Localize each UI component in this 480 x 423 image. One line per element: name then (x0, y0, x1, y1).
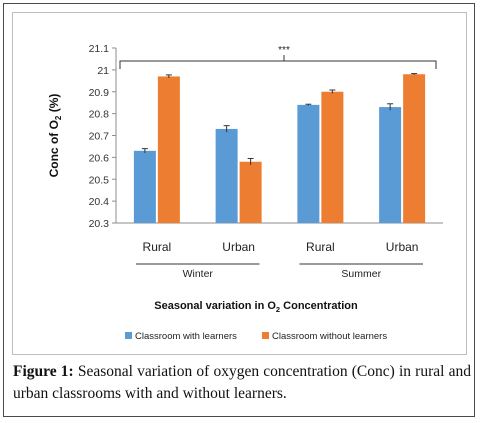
category-label: Rural (306, 240, 335, 254)
chart-area: 20.3 20.4 20.5 20.6 20.7 20.8 20.9 21 21.1 Conc o… (12, 12, 467, 355)
x-axis-title: Seasonal variation in O2 Concentration (154, 300, 358, 314)
y-tick-label: 20.5 (89, 174, 110, 186)
significance-bracket (119, 60, 437, 69)
bar (403, 74, 426, 223)
significance-label: *** (278, 45, 290, 56)
category-label: Rural (143, 240, 172, 254)
y-tick-label: 20.4 (89, 196, 110, 208)
category-label: Urban (386, 240, 419, 254)
legend-label: Classroom without learners (272, 331, 387, 342)
group-label: Summer (341, 268, 381, 280)
y-tick-label: 21 (97, 65, 109, 77)
figure-frame: 20.3 20.4 20.5 20.6 20.7 20.8 20.9 21 21.1 Conc o… (3, 3, 475, 417)
y-tick-label: 20.7 (89, 131, 110, 143)
bar (215, 128, 238, 223)
bar (379, 107, 402, 223)
y-tick-label: 21.1 (89, 43, 110, 55)
caption-label: Figure 1: (13, 363, 74, 380)
y-tick-label: 20.6 (89, 152, 110, 164)
bar (321, 91, 344, 223)
y-axis-title: Conc of O2 (%) (47, 94, 63, 178)
caption-text: Seasonal variation of oxygen concentrati… (13, 363, 471, 402)
legend-label: Classroom with learners (135, 331, 237, 342)
group-label: Winter (183, 268, 214, 280)
bar-chart: 20.3 20.4 20.5 20.6 20.7 20.8 20.9 21 21.1 Conc o… (47, 43, 443, 342)
legend-swatch (125, 332, 132, 339)
bar (157, 76, 180, 223)
figure-caption: Figure 1: Seasonal variation of oxygen c… (13, 361, 471, 405)
category-label: Urban (222, 240, 255, 254)
bar (133, 150, 156, 223)
y-tick-label: 20.8 (89, 109, 110, 121)
bar (239, 161, 262, 223)
y-tick-label: 20.3 (89, 218, 110, 230)
y-tick-label: 20.9 (89, 87, 110, 99)
bar (297, 104, 320, 223)
legend-swatch (262, 332, 269, 339)
